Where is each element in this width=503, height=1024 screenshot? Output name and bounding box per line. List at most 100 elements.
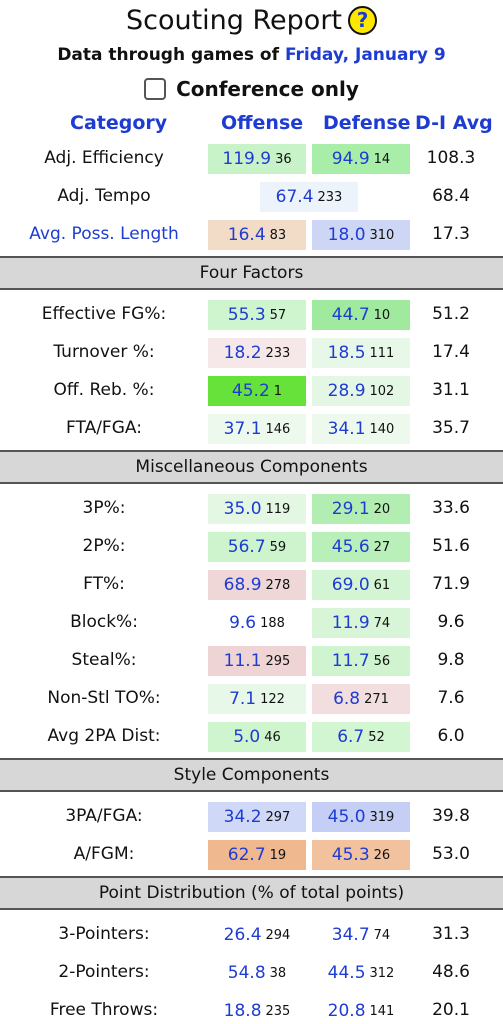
offense-cell-value[interactable]: 16.4 xyxy=(227,225,266,245)
scouting-table: Adj. Efficiency 119.9 36 94.9 14 108.3 Adj. Te… xyxy=(0,140,503,1024)
defense-cell-value[interactable]: 29.1 xyxy=(331,499,370,519)
defense-cell-value[interactable]: 11.7 xyxy=(331,651,370,671)
defense-cell-value[interactable]: 45.3 xyxy=(331,845,370,865)
defense-cell: 45.6 27 xyxy=(312,532,410,562)
offense-cell: 35.0 119 xyxy=(208,494,306,524)
defense-cell: 11.9 74 xyxy=(312,608,410,638)
offense-cell-rank: 46 xyxy=(264,729,281,745)
offense-cell-rank: 59 xyxy=(269,539,287,555)
offense-cell-rank: 233 xyxy=(265,345,291,361)
offense-cell-rank: 19 xyxy=(269,847,287,863)
d1-avg-value: 9.6 xyxy=(437,612,465,632)
defense-cell-rank: 10 xyxy=(373,307,391,323)
defense-cell-value[interactable]: 18.0 xyxy=(327,225,366,245)
defense-cell-value[interactable]: 69.0 xyxy=(331,575,370,595)
row-label: Adj. Tempo xyxy=(57,186,151,206)
defense-cell-value[interactable]: 28.9 xyxy=(327,381,366,401)
offense-cell-rank: 119 xyxy=(265,501,291,517)
row-label: 3PA/FGA: xyxy=(65,806,143,826)
offense-cell-value[interactable]: 18.2 xyxy=(223,343,262,363)
offense-cell-value[interactable]: 37.1 xyxy=(223,419,262,439)
offense-cell-value[interactable]: 26.4 xyxy=(223,925,262,945)
offense-cell-value[interactable]: 56.7 xyxy=(227,537,266,557)
offense-cell-value[interactable]: 119.9 xyxy=(222,149,272,169)
defense-cell: 29.1 20 xyxy=(312,494,410,524)
defense-cell-rank: 56 xyxy=(373,653,391,669)
offense-cell-value[interactable]: 7.1 xyxy=(229,689,257,709)
d1-avg-value: 51.6 xyxy=(432,536,470,556)
d1-avg-value: 31.1 xyxy=(432,380,470,400)
offense-cell: 5.0 46 xyxy=(208,722,306,752)
offense-cell-rank: 235 xyxy=(265,1003,291,1019)
defense-cell-value[interactable]: 34.7 xyxy=(331,925,370,945)
defense-cell-value[interactable]: 20.8 xyxy=(327,1001,366,1021)
column-header-category[interactable]: Category xyxy=(70,112,168,134)
tempo-cell-value[interactable]: 67.4 xyxy=(275,187,314,207)
defense-cell-rank: 61 xyxy=(373,577,391,593)
date-link[interactable]: Friday, January 9 xyxy=(285,45,446,65)
column-header-offense[interactable]: Offense xyxy=(221,112,304,134)
row-label: Steal%: xyxy=(71,650,137,670)
conference-only-checkbox[interactable] xyxy=(144,78,167,100)
offense-cell-value[interactable]: 18.8 xyxy=(223,1001,262,1021)
table-row: Steal%: 11.1 295 11.7 56 9.8 xyxy=(0,642,503,680)
offense-cell-value[interactable]: 55.3 xyxy=(227,305,266,325)
offense-cell: 11.1 295 xyxy=(208,646,306,676)
offense-cell-value[interactable]: 62.7 xyxy=(227,845,266,865)
row-label: 3P%: xyxy=(82,498,126,518)
offense-cell: 9.6 188 xyxy=(208,608,306,638)
offense-cell-value[interactable]: 5.0 xyxy=(233,727,261,747)
defense-cell: 6.8 271 xyxy=(312,684,410,714)
offense-cell: 45.2 1 xyxy=(208,376,306,406)
defense-cell-value[interactable]: 45.0 xyxy=(327,807,366,827)
table-row: Block%: 9.6 188 11.9 74 9.6 xyxy=(0,604,503,642)
row-label: Off. Reb. %: xyxy=(53,380,155,400)
table-row: Avg 2PA Dist: 5.0 46 6.7 52 6.0 xyxy=(0,718,503,756)
offense-cell-value[interactable]: 54.8 xyxy=(227,963,266,983)
row-label: Avg 2PA Dist: xyxy=(47,726,161,746)
offense-cell-value[interactable]: 11.1 xyxy=(223,651,262,671)
defense-cell-value[interactable]: 18.5 xyxy=(327,343,366,363)
tempo-cell: 67.4 233 xyxy=(260,182,358,212)
row-label: 2P%: xyxy=(82,536,126,556)
row-label[interactable]: Avg. Poss. Length xyxy=(29,224,179,244)
page-title: Scouting Report xyxy=(125,4,343,36)
defense-cell-value[interactable]: 44.5 xyxy=(327,963,366,983)
d1-avg-value: 17.4 xyxy=(432,342,470,362)
defense-cell-rank: 14 xyxy=(373,151,391,167)
offense-cell-value[interactable]: 9.6 xyxy=(229,613,257,633)
column-header-defense[interactable]: Defense xyxy=(323,112,411,134)
table-row: Avg. Poss. Length 16.4 83 18.0 310 17.3 xyxy=(0,216,503,254)
defense-cell-value[interactable]: 94.9 xyxy=(331,149,370,169)
defense-cell-value[interactable]: 44.7 xyxy=(331,305,370,325)
title-row: Scouting Report ? xyxy=(0,0,503,40)
offense-cell: 37.1 146 xyxy=(208,414,306,444)
defense-cell-value[interactable]: 34.1 xyxy=(327,419,366,439)
offense-cell-rank: 36 xyxy=(275,151,292,167)
defense-cell-value[interactable]: 6.8 xyxy=(333,689,361,709)
offense-cell-value[interactable]: 68.9 xyxy=(223,575,262,595)
defense-cell-value[interactable]: 45.6 xyxy=(331,537,370,557)
table-row: Adj. Tempo 67.4 233 68.4 xyxy=(0,178,503,216)
table-row: Adj. Efficiency 119.9 36 94.9 14 108.3 xyxy=(0,140,503,178)
offense-cell-rank: 297 xyxy=(265,809,291,825)
offense-cell-rank: 38 xyxy=(269,965,287,981)
d1-avg-value: 20.1 xyxy=(432,1000,470,1020)
offense-cell: 54.8 38 xyxy=(208,958,306,988)
defense-cell-rank: 20 xyxy=(373,501,391,517)
offense-cell-value[interactable]: 34.2 xyxy=(223,807,262,827)
table-row: A/FGM: 62.7 19 45.3 26 53.0 xyxy=(0,836,503,874)
help-icon[interactable]: ? xyxy=(348,5,378,35)
defense-cell: 44.7 10 xyxy=(312,300,410,330)
d1-avg-value: 17.3 xyxy=(432,224,470,244)
offense-cell: 62.7 19 xyxy=(208,840,306,870)
offense-cell-value[interactable]: 35.0 xyxy=(223,499,262,519)
defense-cell: 6.7 52 xyxy=(312,722,410,752)
offense-cell: 68.9 278 xyxy=(208,570,306,600)
defense-cell-value[interactable]: 6.7 xyxy=(337,727,365,747)
defense-cell-value[interactable]: 11.9 xyxy=(331,613,370,633)
offense-cell-value[interactable]: 45.2 xyxy=(231,381,270,401)
report-header: Scouting Report ? Data through games of … xyxy=(0,0,503,108)
offense-cell-rank: 146 xyxy=(265,421,291,437)
conference-only-toggle[interactable]: Conference only xyxy=(0,70,503,108)
